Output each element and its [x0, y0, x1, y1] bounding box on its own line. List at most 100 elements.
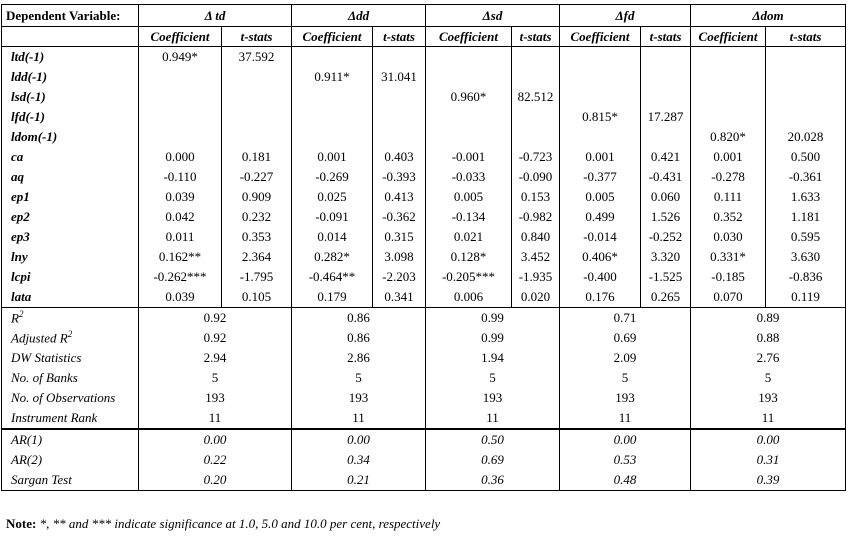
test-row: AR(1) 0.00 0.00 0.50 0.00 0.00: [1, 428, 847, 450]
variable-row: ldd(-1) 0.911* 31.041: [1, 67, 847, 87]
tstat-cell: [765, 87, 847, 107]
statistic-value: 5: [137, 368, 293, 388]
coefficient-cell: -0.400: [559, 267, 642, 287]
coefficient-cell: -0.001: [425, 147, 513, 167]
coefficient-cell: [559, 46, 642, 67]
coefficient-cell: 0.000: [138, 147, 222, 167]
coefficient-cell: 0.162**: [138, 247, 222, 267]
coefficient-cell: 0.911*: [291, 67, 374, 87]
variable-label: lny: [1, 247, 139, 267]
tstat-cell: 20.028: [765, 127, 847, 147]
tstat-cell: 0.315: [372, 227, 427, 247]
tstat-cell: 0.403: [372, 147, 427, 167]
tstat-cell: -0.362: [372, 207, 427, 227]
superscript: 2: [18, 309, 24, 320]
variable-label: ldd(-1): [1, 67, 139, 87]
test-value: 0.31: [690, 450, 847, 470]
variable-row: lata 0.039 0.105 0.179 0.341 0.006 0.020 0.176 0…: [1, 287, 847, 308]
tstat-cell: 0.153: [511, 187, 561, 207]
tstat-cell: 0.105: [220, 287, 293, 308]
test-value: 0.36: [425, 470, 561, 491]
coefficient-cell: 0.001: [291, 147, 374, 167]
test-value: 0.34: [291, 450, 427, 470]
statistic-value: 2.86: [291, 348, 427, 368]
coefficient-cell: 0.014: [291, 227, 374, 247]
tstat-cell: -0.361: [765, 167, 847, 187]
tstat-cell: 0.265: [640, 287, 692, 308]
tstat-cell: [220, 107, 293, 127]
coefficient-cell: -0.110: [138, 167, 222, 187]
statistic-value: 0.99: [425, 307, 561, 328]
tstat-header: t-stats: [220, 26, 293, 47]
variable-row: ep1 0.039 0.909 0.025 0.413 0.005 0.153 0.005 0.…: [1, 187, 847, 207]
coefficient-cell: -0.185: [690, 267, 767, 287]
column-title-fd: Δfd: [559, 4, 692, 27]
coefficient-cell: 0.039: [138, 287, 222, 308]
tstat-cell: [220, 87, 293, 107]
variable-row: lcpi -0.262*** -1.795 -0.464** -2.203 -0.205*…: [1, 267, 847, 287]
variable-label: ltd(-1): [1, 46, 139, 67]
test-value: 0.50: [425, 428, 561, 450]
tstat-cell: [640, 87, 692, 107]
coefficient-cell: [559, 87, 642, 107]
coefficient-cell: 0.128*: [425, 247, 513, 267]
tstat-cell: -1.795: [220, 267, 293, 287]
tstat-cell: -0.227: [220, 167, 293, 187]
coefficient-cell: 0.001: [690, 147, 767, 167]
dependent-variable-label: Dependent Variable:: [1, 4, 139, 27]
test-value: 0.00: [137, 428, 293, 450]
coefficient-cell: 0.011: [138, 227, 222, 247]
tstat-cell: [372, 87, 427, 107]
variable-label: lcpi: [1, 267, 139, 287]
tstat-cell: 1.526: [640, 207, 692, 227]
coefficient-cell: 0.039: [138, 187, 222, 207]
coefficient-cell: [138, 127, 222, 147]
test-value: 0.69: [425, 450, 561, 470]
statistic-value: 193: [291, 388, 427, 408]
coefficient-cell: 0.176: [559, 287, 642, 308]
variable-label: ca: [1, 147, 139, 167]
coefficient-cell: -0.014: [559, 227, 642, 247]
coefficient-header: Coefficient: [690, 26, 767, 47]
variable-label: aq: [1, 167, 139, 187]
tstat-header: t-stats: [372, 26, 427, 47]
statistic-value: 5: [690, 368, 847, 388]
coefficient-cell: 0.815*: [559, 107, 642, 127]
column-title-dom: Δdom: [690, 4, 847, 27]
tstat-cell: [372, 127, 427, 147]
statistic-value: 11: [291, 408, 427, 430]
header-row: Dependent Variable: Δ td Δdd Δsd Δfd Δdo…: [1, 4, 847, 27]
test-value: 0.21: [291, 470, 427, 491]
variable-row: ep2 0.042 0.232 -0.091 -0.362 -0.134 -0.982 0.4…: [1, 207, 847, 227]
coefficient-cell: -0.262***: [138, 267, 222, 287]
tstat-cell: 0.060: [640, 187, 692, 207]
coefficient-cell: 0.006: [425, 287, 513, 308]
variable-row: ldom(-1) 0.820* 20.028: [1, 127, 847, 147]
statistic-value: 0.86: [291, 328, 427, 348]
statistic-row: R2 0.92 0.86 0.99 0.71 0.89: [1, 307, 847, 328]
statistic-value: 193: [425, 388, 561, 408]
statistic-label-text: Instrument Rank: [11, 410, 98, 425]
statistic-label: No. of Banks: [1, 368, 139, 388]
statistic-value: 2.94: [137, 348, 293, 368]
coefficient-cell: -0.377: [559, 167, 642, 187]
coefficient-cell: 0.406*: [559, 247, 642, 267]
tstat-header: t-stats: [511, 26, 561, 47]
coefficient-cell: -0.278: [690, 167, 767, 187]
coefficient-cell: [690, 67, 767, 87]
tstat-cell: 0.232: [220, 207, 293, 227]
tstat-cell: 0.840: [511, 227, 561, 247]
tstat-cell: 0.413: [372, 187, 427, 207]
tstat-header: t-stats: [640, 26, 692, 47]
test-value: 0.20: [137, 470, 293, 491]
tstat-cell: 0.020: [511, 287, 561, 308]
coefficient-cell: 0.179: [291, 287, 374, 308]
tstat-cell: 0.181: [220, 147, 293, 167]
tstat-cell: 0.909: [220, 187, 293, 207]
coefficient-cell: [291, 127, 374, 147]
coefficient-cell: [425, 46, 513, 67]
tstat-cell: 3.320: [640, 247, 692, 267]
tstat-cell: -2.203: [372, 267, 427, 287]
statistic-value: 5: [425, 368, 561, 388]
coefficient-cell: 0.331*: [690, 247, 767, 267]
